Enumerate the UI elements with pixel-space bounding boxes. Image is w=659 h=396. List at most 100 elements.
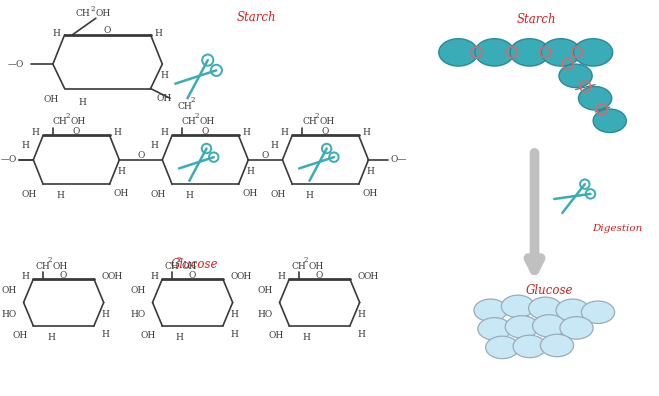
Text: OH: OH <box>53 262 68 271</box>
Text: OH: OH <box>257 286 273 295</box>
Ellipse shape <box>486 336 519 359</box>
Text: CH: CH <box>182 117 196 126</box>
Ellipse shape <box>556 299 589 322</box>
Text: Starch: Starch <box>237 11 276 24</box>
Text: 2: 2 <box>177 256 181 265</box>
Ellipse shape <box>593 109 626 133</box>
Text: O: O <box>316 270 324 280</box>
Text: OH: OH <box>108 272 123 281</box>
Text: H: H <box>101 330 109 339</box>
Ellipse shape <box>532 315 566 337</box>
Text: CH: CH <box>291 262 306 271</box>
Text: OH: OH <box>71 117 86 126</box>
Text: H: H <box>160 71 168 80</box>
Text: H: H <box>78 98 86 107</box>
Text: OH: OH <box>22 190 37 198</box>
Text: H: H <box>32 128 40 137</box>
Text: CH: CH <box>53 117 68 126</box>
Ellipse shape <box>540 334 573 357</box>
Text: O: O <box>358 272 365 281</box>
Text: O: O <box>261 151 269 160</box>
Text: H: H <box>186 192 194 200</box>
Text: 2: 2 <box>190 96 195 104</box>
Text: O—: O— <box>391 155 407 164</box>
Text: CH: CH <box>164 262 179 271</box>
Text: OH: OH <box>182 262 197 271</box>
Text: 2: 2 <box>48 256 53 265</box>
Ellipse shape <box>513 335 546 358</box>
Ellipse shape <box>573 39 613 66</box>
Text: 2: 2 <box>91 5 96 13</box>
Text: O: O <box>60 270 67 280</box>
Text: OH: OH <box>96 9 111 18</box>
Text: OH: OH <box>12 331 27 340</box>
Text: H: H <box>113 128 121 137</box>
Text: H: H <box>366 167 374 176</box>
Text: O: O <box>104 27 111 35</box>
Text: OH: OH <box>130 286 146 295</box>
Ellipse shape <box>474 299 507 322</box>
Text: 2: 2 <box>66 112 70 120</box>
Ellipse shape <box>579 87 612 110</box>
Text: OH: OH <box>362 188 378 198</box>
Text: HO: HO <box>257 310 273 319</box>
Text: OH: OH <box>141 331 156 340</box>
Text: H: H <box>160 128 168 137</box>
Text: OH: OH <box>237 272 252 281</box>
Ellipse shape <box>501 295 534 318</box>
Ellipse shape <box>559 64 592 88</box>
Text: O: O <box>72 127 80 136</box>
Text: O: O <box>137 151 144 160</box>
Text: 2: 2 <box>315 112 319 120</box>
Ellipse shape <box>478 318 511 340</box>
Text: H: H <box>231 330 239 339</box>
Text: H: H <box>22 272 30 281</box>
Text: H: H <box>358 330 366 339</box>
Text: H: H <box>271 141 279 150</box>
Ellipse shape <box>560 317 593 339</box>
Text: H: H <box>358 310 366 319</box>
Text: HO: HO <box>130 310 146 319</box>
Text: O: O <box>202 127 209 136</box>
Ellipse shape <box>505 316 538 338</box>
Text: OH: OH <box>320 117 335 126</box>
Text: OH: OH <box>309 262 324 271</box>
Text: —O: —O <box>1 155 16 164</box>
Text: O: O <box>102 272 109 281</box>
Ellipse shape <box>439 39 478 66</box>
Text: CH: CH <box>36 262 50 271</box>
Text: OH: OH <box>243 188 258 198</box>
Text: Digestion: Digestion <box>592 224 643 233</box>
Text: O: O <box>231 272 239 281</box>
Ellipse shape <box>541 39 581 66</box>
Text: H: H <box>281 128 289 137</box>
Text: H: H <box>53 29 61 38</box>
Text: H: H <box>303 333 311 342</box>
Text: Glucose: Glucose <box>171 258 218 271</box>
Text: 2: 2 <box>194 112 199 120</box>
Text: OH: OH <box>268 331 283 340</box>
Text: OH: OH <box>364 272 379 281</box>
Text: H: H <box>101 310 109 319</box>
Text: —O: —O <box>7 60 24 69</box>
Text: H: H <box>57 192 65 200</box>
Text: OH: OH <box>151 190 166 198</box>
Text: Starch: Starch <box>517 13 556 26</box>
Text: H: H <box>231 310 239 319</box>
Text: OH: OH <box>43 95 59 104</box>
Text: OH: OH <box>113 188 129 198</box>
Text: H: H <box>150 141 158 150</box>
Ellipse shape <box>475 39 514 66</box>
Text: 2: 2 <box>304 256 308 265</box>
Ellipse shape <box>510 39 549 66</box>
Text: H: H <box>306 192 314 200</box>
Text: H: H <box>277 272 285 281</box>
Text: H: H <box>22 141 30 150</box>
Text: OH: OH <box>271 190 286 198</box>
Text: H: H <box>243 128 250 137</box>
Text: O: O <box>322 127 329 136</box>
Text: O: O <box>189 270 196 280</box>
Text: Glucose: Glucose <box>525 284 573 297</box>
Text: CH: CH <box>75 9 90 18</box>
Text: CH: CH <box>178 102 192 110</box>
